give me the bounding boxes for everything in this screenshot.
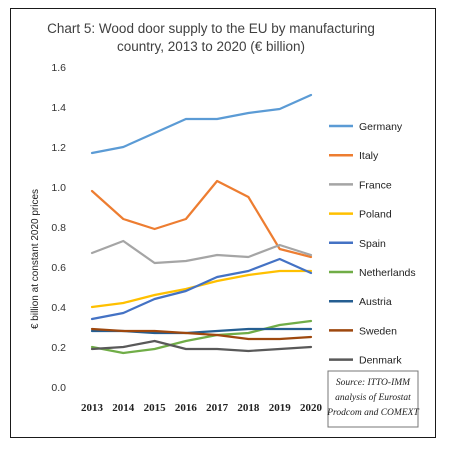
source-line-3: Prodcom and COMEXT [326, 408, 419, 418]
y-tick-label: 0.6 [51, 262, 66, 274]
legend-label-spain: Spain [359, 238, 386, 250]
x-tick-label: 2020 [300, 402, 323, 414]
legend-label-austria: Austria [359, 296, 392, 308]
chart-title: Chart 5: Wood door supply to the EU by m… [47, 21, 375, 54]
series-line-italy [90, 179, 313, 259]
legend-label-germany: Germany [359, 121, 403, 133]
series-line-poland [90, 269, 313, 309]
y-tick-label: 1.6 [51, 62, 66, 74]
y-axis-ticks: 0.0 0.2 0.4 0.6 0.8 1.0 1.2 1.4 1.6 [51, 62, 66, 394]
y-tick-label: 1.2 [51, 142, 66, 154]
y-tick-label: 0.2 [51, 342, 66, 354]
chart-title-line-2: country, 2013 to 2020 (€ billion) [117, 39, 305, 54]
x-tick-label: 2019 [269, 402, 292, 414]
x-tick-label: 2017 [206, 402, 229, 414]
series-line-france [90, 239, 313, 265]
series-line-germany [90, 93, 313, 155]
x-axis-ticks: 2013 2014 2015 2016 2017 2018 2019 2020 [81, 402, 323, 414]
series-line-sweden [90, 327, 313, 341]
x-tick-label: 2014 [112, 402, 135, 414]
series-line-netherlands [90, 319, 313, 355]
series-lines [90, 93, 313, 355]
legend-label-france: France [359, 179, 392, 191]
source-line-1: Source: ITTO-IMM [336, 378, 411, 388]
y-tick-label: 1.0 [51, 182, 66, 194]
x-tick-label: 2018 [237, 402, 260, 414]
legend-label-denmark: Denmark [359, 355, 402, 367]
legend-label-sweden: Sweden [359, 325, 397, 337]
legend: Germany Italy France Poland Spain Netherlands… [329, 121, 416, 367]
legend-label-poland: Poland [359, 209, 392, 221]
y-tick-label: 0.8 [51, 222, 66, 234]
legend-label-netherlands: Netherlands [359, 267, 416, 279]
y-tick-label: 1.4 [51, 102, 66, 114]
y-tick-label: 0.0 [51, 382, 66, 394]
x-tick-label: 2013 [81, 402, 104, 414]
chart-frame: Chart 5: Wood door supply to the EU by m… [10, 8, 436, 438]
series-line-denmark [90, 339, 313, 353]
source-box [327, 370, 419, 428]
source-line-2: analysis of Eurostat [335, 392, 411, 403]
x-tick-label: 2015 [144, 402, 167, 414]
x-tick-label: 2016 [175, 402, 198, 414]
chart-title-line-1: Chart 5: Wood door supply to the EU by m… [47, 21, 375, 36]
legend-label-italy: Italy [359, 150, 379, 162]
series-line-spain [90, 257, 313, 321]
chart-svg: Chart 5: Wood door supply to the EU by m… [30, 21, 419, 428]
y-axis-label: € billion at constant 2020 prices [30, 189, 41, 329]
y-tick-label: 0.4 [51, 302, 66, 314]
source-note: Source: ITTO-IMM analysis of Eurostat Pr… [326, 370, 419, 428]
